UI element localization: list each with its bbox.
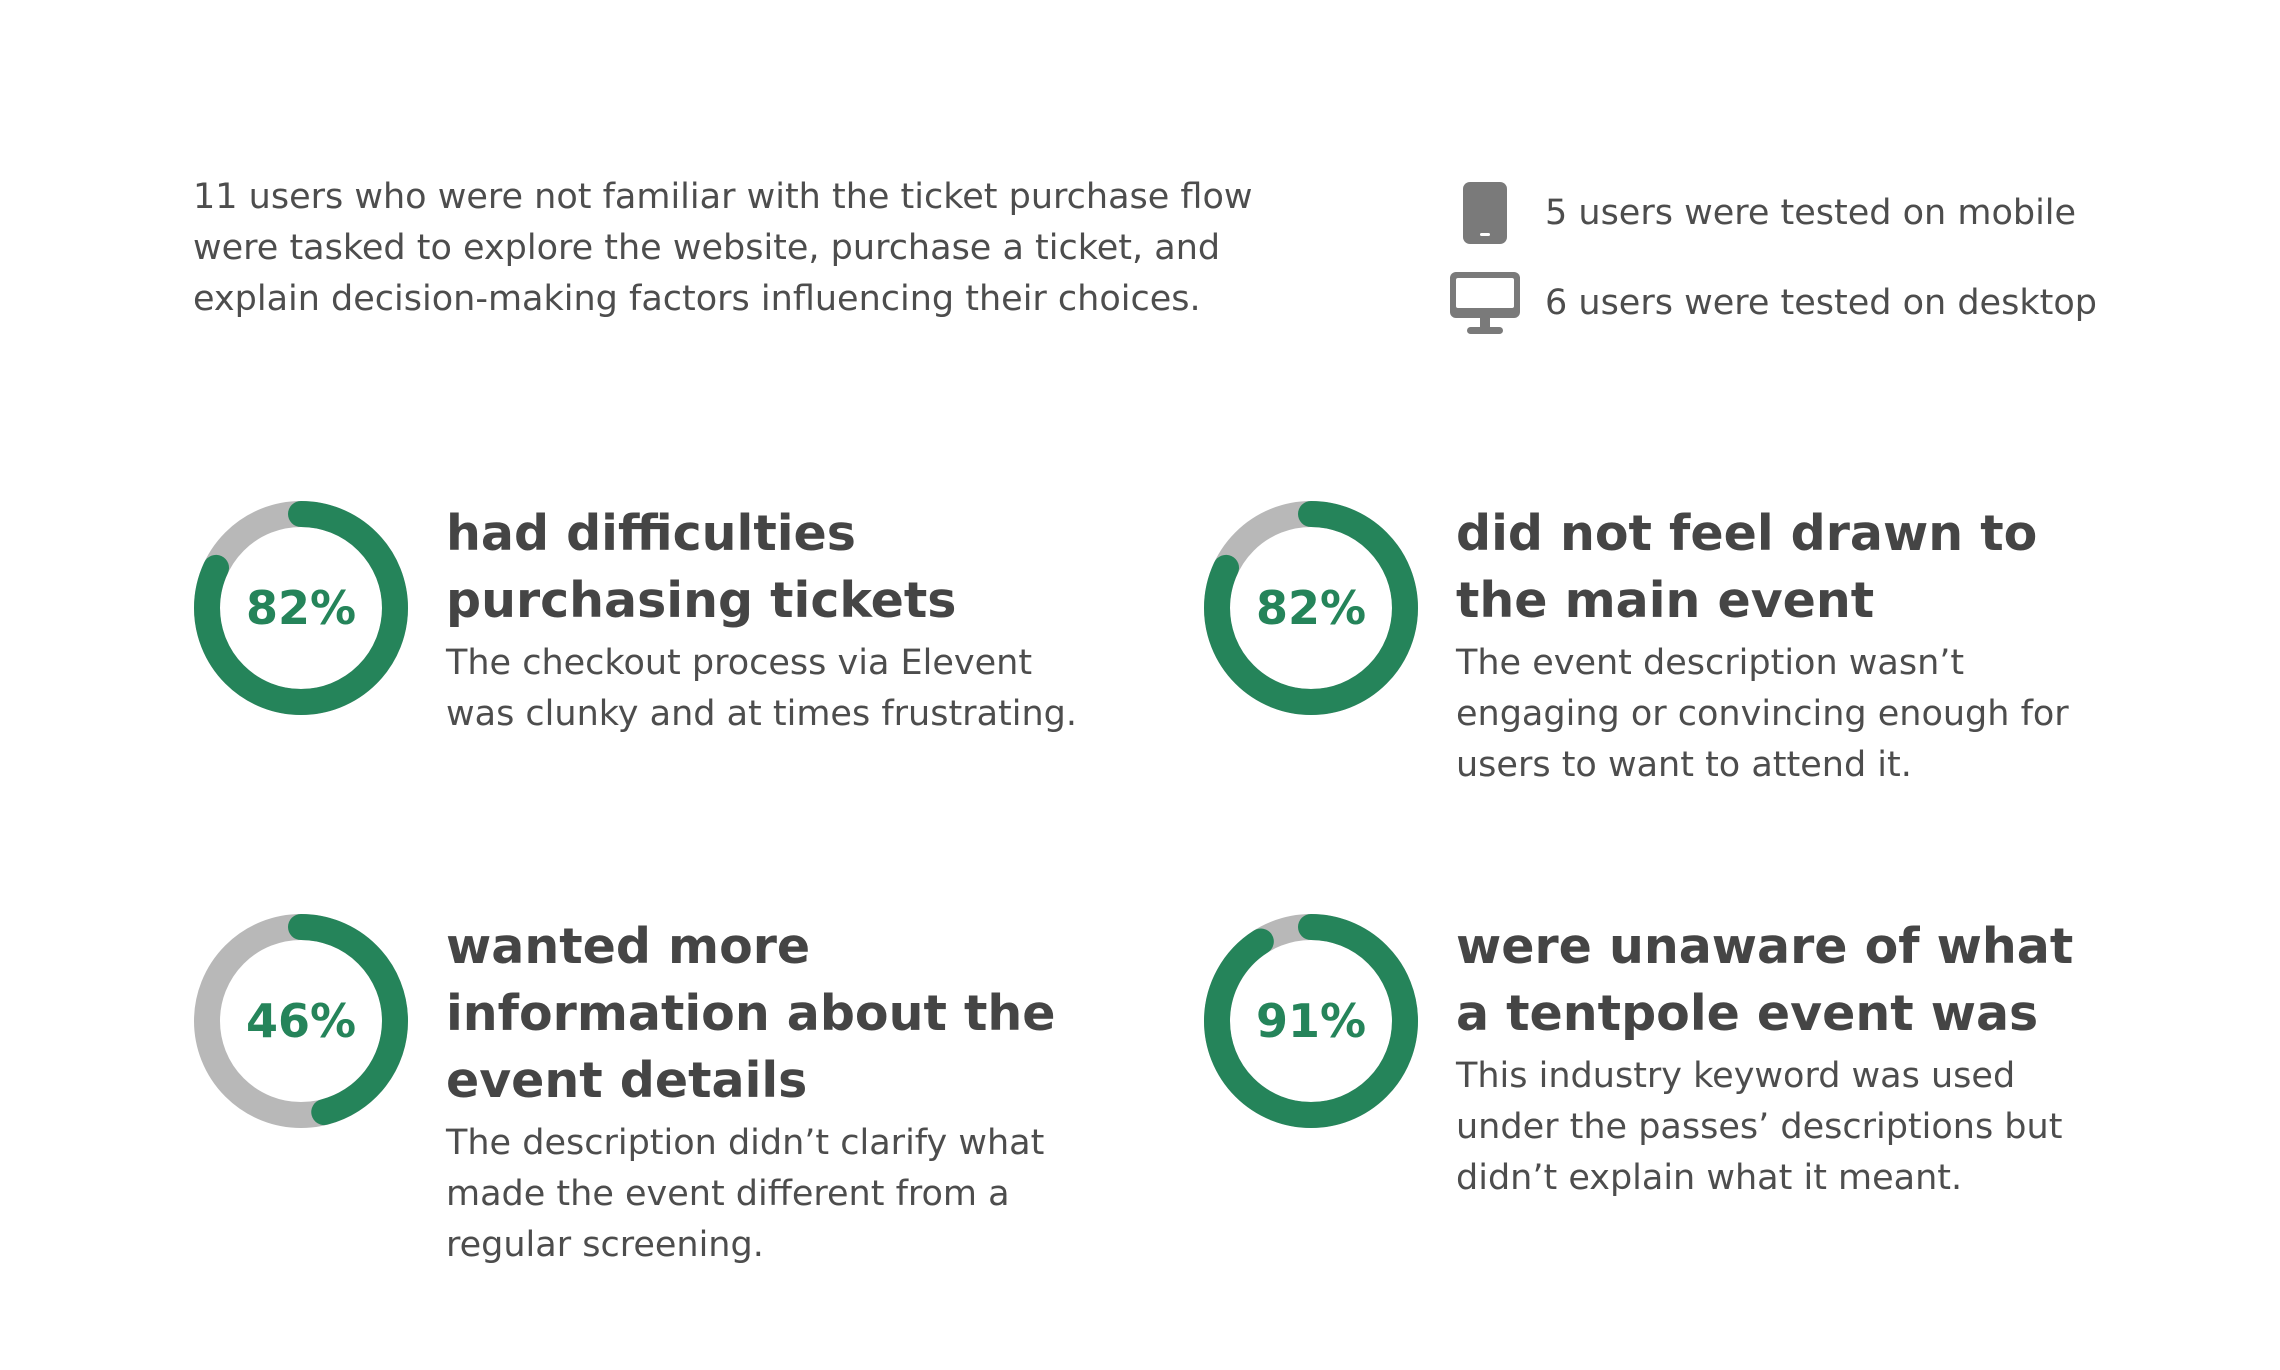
stat-description: The checkout process via Elevent was clu…: [446, 643, 1077, 734]
stat-title: had difficulties purchasing tickets: [446, 505, 957, 629]
percent-label: 82%: [1255, 581, 1367, 635]
donut-progress: [194, 914, 408, 1128]
stat-description: This industry keyword was used under the…: [1456, 1056, 2063, 1198]
donut-progress: [194, 501, 408, 715]
donut-ring: 82%: [1203, 500, 1419, 716]
donut-progress: [1204, 501, 1418, 715]
stat-title: were unaware of what a tentpole event wa…: [1456, 918, 2074, 1042]
donut-ring: 46%: [193, 913, 409, 1129]
percent-label: 46%: [245, 994, 357, 1048]
donut-svg: [1204, 914, 1418, 1128]
stat-card-more-info: 46% wanted more information about the ev…: [193, 913, 1106, 1271]
mobile-users-label: 5 users were tested on mobile: [1545, 193, 2077, 233]
device-desktop-row: 6 users were tested on desktop: [1445, 268, 2097, 338]
stat-description: The event description wasn’t engaging or…: [1456, 643, 2069, 785]
mobile-phone-icon: [1445, 178, 1525, 248]
donut-svg: [1204, 501, 1418, 715]
percent-label: 91%: [1255, 994, 1367, 1048]
percent-label: 82%: [245, 581, 357, 635]
device-mobile-row: 5 users were tested on mobile: [1445, 178, 2076, 248]
stat-card-purchase-difficulty: 82% had difficulties purchasing tickets …: [193, 500, 1106, 740]
stat-card-tentpole-unaware: 91% were unaware of what a tentpole even…: [1203, 913, 2076, 1204]
intro-paragraph: 11 users who were not familiar with the …: [193, 177, 1253, 319]
donut-ring: 91%: [1203, 913, 1419, 1129]
donut-svg: [194, 501, 408, 715]
stat-description: The description didn’t clarify what made…: [446, 1123, 1045, 1265]
stat-title: wanted more information about the event …: [446, 918, 1056, 1109]
donut-svg: [194, 914, 408, 1128]
desktop-users-label: 6 users were tested on desktop: [1545, 283, 2097, 323]
desktop-monitor-icon: [1445, 268, 1525, 338]
donut-ring: 82%: [193, 500, 409, 716]
stat-title: did not feel drawn to the main event: [1456, 505, 2038, 629]
donut-progress: [1204, 914, 1418, 1128]
stat-card-not-drawn: 82% did not feel drawn to the main event…: [1203, 500, 2096, 791]
